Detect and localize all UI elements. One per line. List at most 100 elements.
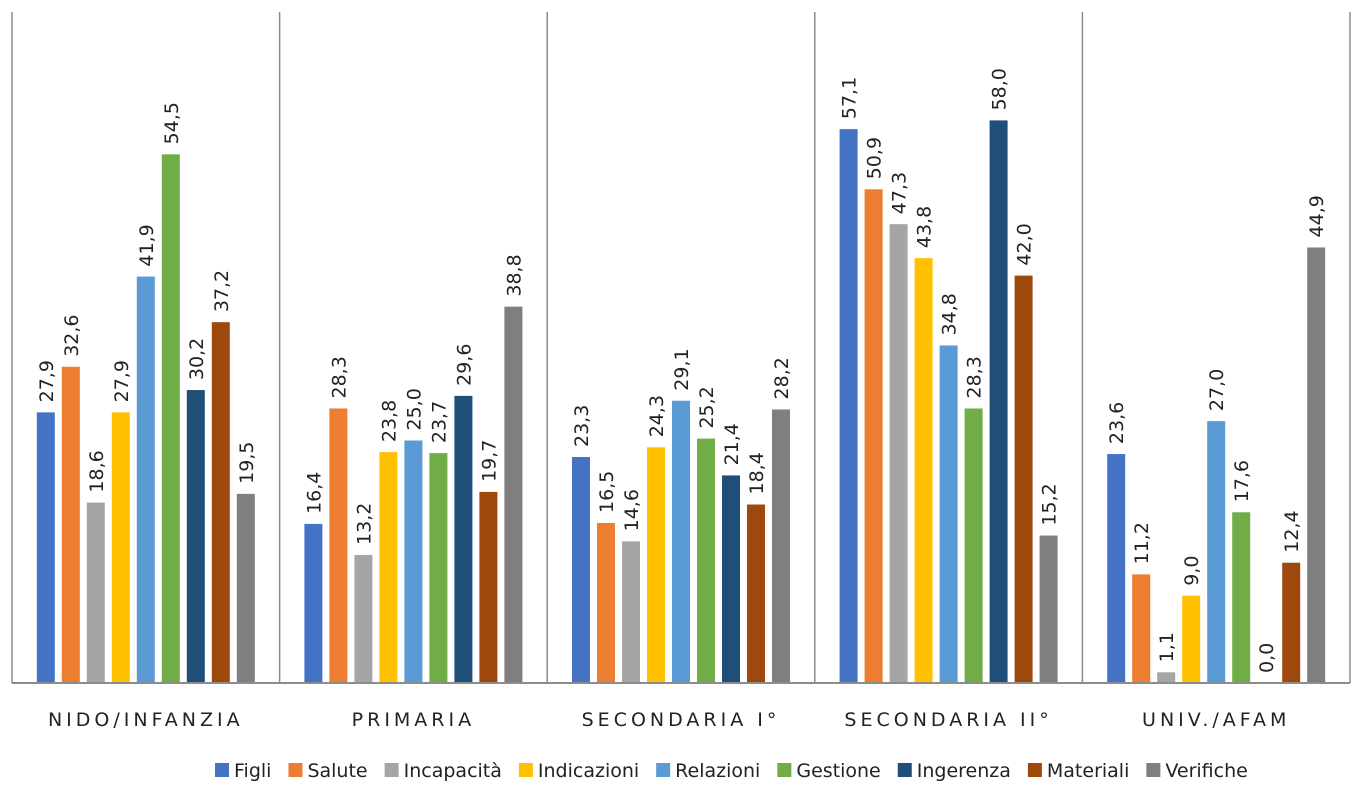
data-label: 58,0 [989,68,1011,110]
bar [329,408,348,683]
legend-swatch [518,763,533,777]
legend-label: Gestione [796,760,880,782]
data-label: 16,5 [596,471,618,513]
bar [622,541,640,683]
data-label: 1,1 [1156,632,1178,662]
bar [36,412,55,683]
data-label: 28,3 [328,356,350,398]
data-label: 18,6 [86,450,108,492]
category-separators [11,12,1351,683]
bar [186,390,205,683]
bar [772,409,790,683]
bar [697,438,715,683]
data-label: 11,2 [1131,522,1153,564]
legend-swatch [656,763,671,777]
data-label: 37,2 [211,270,233,312]
data-label: 27,0 [1206,369,1228,411]
legend-swatch [288,763,303,777]
bar [1132,574,1151,683]
legend-swatch [1146,763,1161,777]
bar [864,189,883,683]
data-label: 44,9 [1306,195,1328,237]
data-label: 0,0 [1256,643,1278,673]
data-label: 27,9 [111,360,133,402]
bar [939,345,958,683]
legend-swatch [384,763,399,777]
data-label: 23,7 [428,401,450,443]
legend-label: Figli [234,760,271,782]
bar [1282,562,1301,683]
category-label: PRIMARIA [352,709,475,731]
legend-item: Materiali [1027,760,1129,782]
bar [111,412,130,683]
bar [1039,535,1058,683]
legend-item: Incapacità [384,760,502,782]
data-label: 9,0 [1181,555,1203,585]
bar [379,452,398,683]
legend-item: Indicazioni [518,760,639,782]
bar [136,276,155,683]
data-label: 30,2 [186,338,208,380]
data-label: 34,8 [939,293,961,335]
category-label: NIDO/INFANZIA [48,709,244,731]
data-label: 18,4 [746,452,768,494]
data-label: 29,1 [671,348,693,390]
data-label: 29,6 [453,344,475,386]
legend-label: Indicazioni [538,760,639,782]
bar [211,322,230,683]
legend-item: Figli [215,760,271,782]
bar [1207,421,1226,683]
bar [1182,595,1201,683]
bar [86,502,105,683]
data-label: 13,2 [353,503,375,545]
data-label: 32,6 [61,314,83,356]
data-label: 25,2 [696,386,718,428]
bar [61,366,80,683]
data-label: 57,1 [839,77,861,119]
bar [1157,672,1176,683]
legend-item: Relazioni [656,760,760,782]
value-labels: 27,932,618,627,941,954,530,237,219,516,4… [36,68,1328,673]
bar [429,453,448,683]
legend-swatch [1027,763,1042,777]
data-label: 47,3 [889,172,911,214]
data-label: 42,0 [1014,223,1036,265]
data-label: 21,4 [721,423,743,465]
category-label: UNIV./AFAM [1142,709,1290,731]
bar [839,129,858,683]
bars [36,120,1326,684]
data-label: 23,3 [571,405,593,447]
bar [1014,275,1033,683]
data-label: 23,8 [378,400,400,442]
legend-swatch [215,763,229,777]
data-label: 27,9 [36,360,58,402]
data-label: 12,4 [1281,510,1303,552]
legend: Figli Salute Incapacità Indicazioni Relazion… [215,760,1248,782]
data-label: 19,7 [478,440,500,482]
legend-swatch [777,763,792,777]
bar [504,306,523,683]
data-label: 15,2 [1039,483,1061,525]
data-label: 28,3 [964,356,986,398]
bar [747,504,765,683]
bar [572,456,590,683]
bar [161,154,180,684]
bar [1307,247,1326,683]
legend-swatch [897,763,912,777]
bar [1232,512,1251,683]
legend-item: Salute [288,760,368,782]
legend-label: Ingerenza [917,760,1011,782]
bar [672,400,690,683]
bar [479,491,498,683]
legend-label: Incapacità [404,760,502,782]
data-label: 43,8 [914,206,936,248]
legend-label: Salute [307,760,367,782]
data-label: 24,3 [646,395,668,437]
bar [989,120,1008,683]
data-label: 14,6 [621,489,643,531]
bar [964,408,983,683]
bar [1107,454,1126,683]
data-label: 41,9 [136,224,158,266]
bar [722,475,740,683]
